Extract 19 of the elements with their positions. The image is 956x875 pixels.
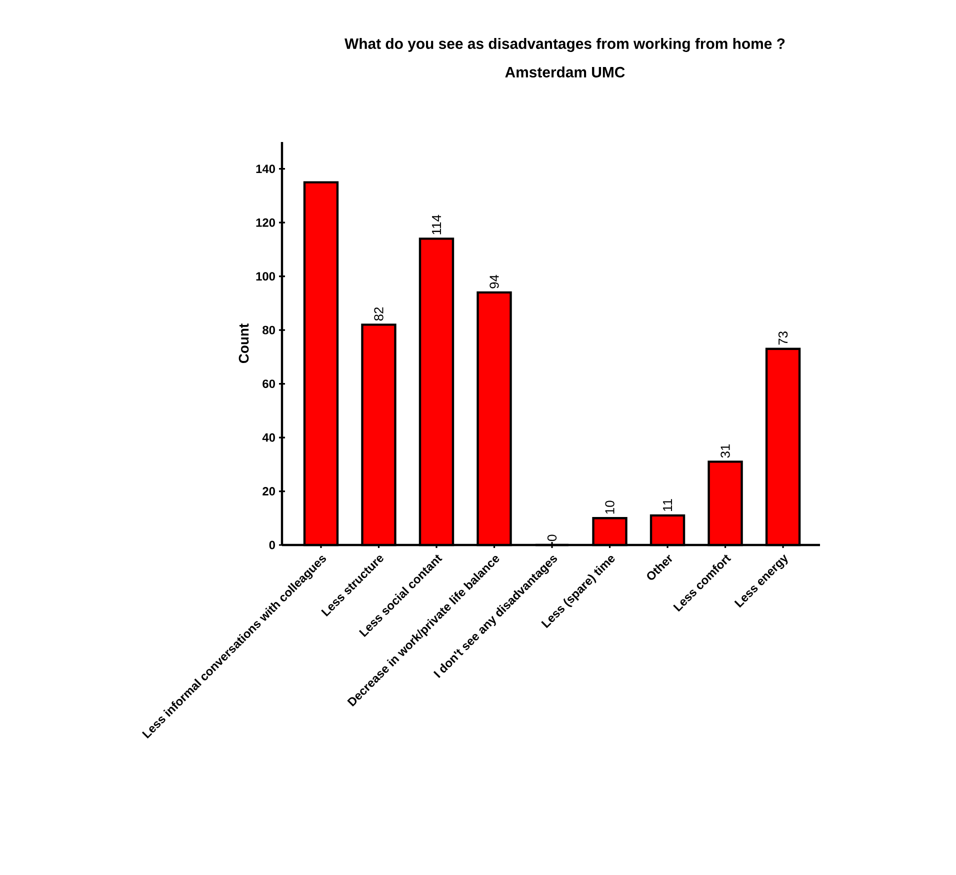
y-tick-label: 20 [262, 487, 275, 496]
data-label: 31 [720, 444, 730, 458]
data-label: 82 [374, 307, 384, 321]
y-tick-label: 120 [256, 218, 275, 227]
y-tick-label: 0 [269, 540, 275, 550]
y-tick-label: 100 [256, 272, 275, 281]
y-tick-label: 60 [262, 380, 275, 388]
y-tick-label: 140 [256, 164, 275, 174]
y-tick-label: 40 [262, 433, 275, 442]
data-label: 11 [663, 499, 672, 511]
y-tick-label: 80 [262, 326, 275, 334]
chart-title: What do you see as disadvantages from working from home ? [344, 38, 785, 52]
data-label: 114 [432, 214, 441, 234]
data-label: 94 [490, 274, 499, 288]
chart-subtitle: Amsterdam UMC [505, 66, 625, 78]
data-label: 0 [547, 534, 557, 541]
data-label: 73 [778, 332, 788, 345]
y-axis-title: Count [238, 324, 249, 364]
data-label: 10 [605, 500, 614, 514]
